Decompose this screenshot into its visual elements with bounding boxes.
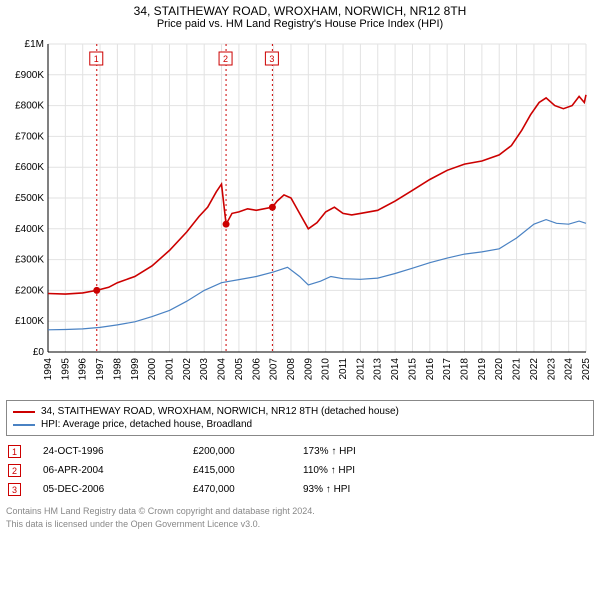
x-tick-label: 2000 (147, 358, 158, 381)
x-tick-label: 2011 (338, 358, 349, 380)
y-tick-label: £100K (15, 316, 44, 327)
tx-price: £415,000 (193, 465, 303, 476)
x-tick-label: 2019 (477, 358, 488, 381)
x-tick-label: 2010 (321, 358, 332, 381)
footer-line-2: This data is licensed under the Open Gov… (6, 518, 594, 531)
x-tick-label: 1994 (43, 358, 54, 381)
y-tick-label: £0 (33, 347, 45, 358)
tx-hpi: 110% ↑ HPI (303, 465, 413, 476)
x-tick-label: 2004 (217, 358, 228, 381)
x-tick-label: 2018 (460, 358, 471, 381)
y-tick-label: £400K (15, 224, 44, 235)
legend: 34, STAITHEWAY ROAD, WROXHAM, NORWICH, N… (6, 400, 594, 436)
legend-item: 34, STAITHEWAY ROAD, WROXHAM, NORWICH, N… (13, 405, 587, 418)
tx-date: 06-APR-2004 (43, 465, 193, 476)
page-title: 34, STAITHEWAY ROAD, WROXHAM, NORWICH, N… (6, 4, 594, 18)
footer-attribution: Contains HM Land Registry data © Crown c… (6, 505, 594, 530)
x-tick-label: 2009 (303, 358, 314, 381)
transaction-row: 3 05-DEC-2006£470,00093% ↑ HPI (6, 480, 594, 499)
x-tick-label: 2003 (199, 358, 210, 381)
tx-hpi: 173% ↑ HPI (303, 446, 413, 457)
x-tick-label: 2002 (182, 358, 193, 381)
y-tick-label: £200K (15, 285, 44, 296)
x-tick-label: 2005 (234, 358, 245, 381)
tx-date: 05-DEC-2006 (43, 484, 193, 495)
marker-number: 3 (269, 54, 274, 64)
y-tick-label: £500K (15, 193, 44, 204)
legend-item: HPI: Average price, detached house, Broa… (13, 418, 587, 431)
legend-swatch (13, 411, 35, 413)
x-tick-label: 1995 (60, 358, 71, 381)
footer-line-1: Contains HM Land Registry data © Crown c… (6, 505, 594, 518)
tx-hpi: 93% ↑ HPI (303, 484, 413, 495)
tx-price: £470,000 (193, 484, 303, 495)
x-tick-label: 2017 (442, 358, 453, 381)
tx-price: £200,000 (193, 446, 303, 457)
x-tick-label: 2025 (581, 358, 592, 381)
x-tick-label: 2014 (390, 358, 401, 381)
x-tick-label: 2012 (355, 358, 366, 381)
chart-container: £0 £100K £200K £300K £400K £500K £600K £700K £80… (6, 36, 594, 396)
x-tick-label: 1997 (95, 358, 106, 381)
tx-marker: 2 (8, 464, 21, 477)
x-tick-label: 2024 (564, 358, 575, 381)
y-tick-label: £600K (15, 162, 44, 173)
x-tick-label: 2016 (425, 358, 436, 381)
y-tick-label: £800K (15, 101, 44, 112)
transaction-table: 1 24-OCT-1996£200,000173% ↑ HPI 2 06-APR-20… (6, 442, 594, 499)
x-tick-label: 2023 (546, 358, 557, 381)
x-tick-label: 1996 (78, 358, 89, 381)
x-tick-label: 2021 (512, 358, 523, 381)
y-tick-label: £300K (15, 255, 44, 266)
x-tick-label: 2007 (269, 358, 280, 381)
y-tick-label: £1M (25, 39, 44, 50)
marker-number: 1 (94, 54, 99, 64)
x-tick-label: 2008 (286, 358, 297, 381)
page-subtitle: Price paid vs. HM Land Registry's House … (6, 18, 594, 30)
x-tick-label: 1998 (112, 358, 123, 381)
legend-swatch (13, 424, 35, 426)
y-tick-label: £900K (15, 70, 44, 81)
legend-label: 34, STAITHEWAY ROAD, WROXHAM, NORWICH, N… (41, 406, 399, 417)
tx-date: 24-OCT-1996 (43, 446, 193, 457)
marker-number: 2 (223, 54, 228, 64)
y-tick-label: £700K (15, 131, 44, 142)
x-tick-label: 2022 (529, 358, 540, 381)
x-tick-label: 2015 (407, 358, 418, 381)
x-tick-label: 2020 (494, 358, 505, 381)
legend-label: HPI: Average price, detached house, Broa… (41, 419, 252, 430)
transaction-row: 1 24-OCT-1996£200,000173% ↑ HPI (6, 442, 594, 461)
tx-marker: 1 (8, 445, 21, 458)
x-tick-label: 2001 (164, 358, 175, 381)
x-tick-label: 1999 (130, 358, 141, 381)
x-tick-label: 2013 (373, 358, 384, 381)
transaction-row: 2 06-APR-2004£415,000110% ↑ HPI (6, 461, 594, 480)
line-chart: £0 £100K £200K £300K £400K £500K £600K £700K £80… (6, 36, 594, 396)
x-tick-label: 2006 (251, 358, 262, 381)
tx-marker: 3 (8, 483, 21, 496)
